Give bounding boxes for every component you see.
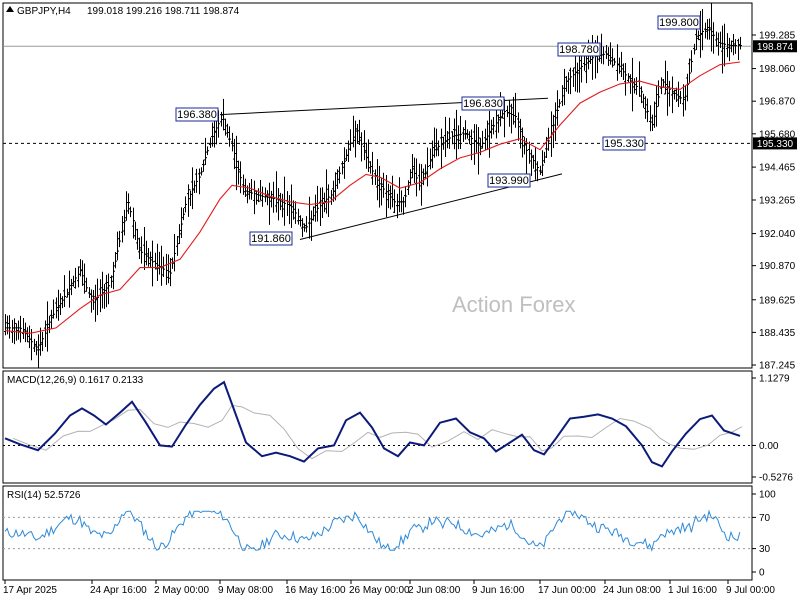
price-annotations: 196.380 196.830 191.860 193.990 198.780 199.8… <box>175 15 701 246</box>
time-tick-label: 2 May 00:00 <box>154 585 209 596</box>
rsi-axis: 100 70 30 0 <box>752 490 776 579</box>
time-tick-label: 24 Jun 08:00 <box>603 585 661 596</box>
current-price-tag-bg <box>753 40 797 53</box>
annotation-label: 191.860 <box>251 233 291 245</box>
level-tag-bg <box>753 137 797 150</box>
symbol-label: GBPJPY,H4 <box>17 6 71 17</box>
price-tick-label: 190.870 <box>759 261 796 272</box>
rsi-tick-label: 70 <box>759 513 771 524</box>
ohlc-label: 199.018 199.216 198.711 198.874 <box>87 6 240 17</box>
annotation-label: 195.330 <box>604 138 644 150</box>
macd-axis: 1.1279 0.00 -0.5276 <box>752 374 793 484</box>
macd-line <box>4 380 741 468</box>
price-tick-label: 196.870 <box>759 97 796 108</box>
ma-line <box>4 61 741 334</box>
current-price-tag: 198.874 <box>757 42 794 53</box>
annotation-label: 196.380 <box>177 109 217 121</box>
annotation-box <box>249 231 293 246</box>
price-tick-label: 199.285 <box>759 31 796 42</box>
price-tick-label: 193.265 <box>759 196 796 207</box>
price-tick-label: 195.680 <box>759 129 796 140</box>
level-tag: 195.330 <box>757 139 794 150</box>
annotation-box <box>175 107 219 122</box>
price-tick-label: 198.060 <box>759 64 796 75</box>
price-tick-label: 188.435 <box>759 328 796 339</box>
annotation-label: 196.830 <box>463 98 503 110</box>
moving-average <box>4 61 741 334</box>
triangle-icon <box>6 6 14 12</box>
macd-lines <box>3 380 752 468</box>
price-tick-label: 189.625 <box>759 295 796 306</box>
rsi-title: RSI(14) 52.5726 <box>7 490 81 501</box>
annotation-label: 198.780 <box>559 44 599 56</box>
macd-tick-label: 1.1279 <box>759 374 790 385</box>
time-tick-label: 9 May 08:00 <box>218 585 273 596</box>
time-tick-label: 16 May 16:00 <box>285 585 346 596</box>
rsi-lines <box>3 509 752 552</box>
price-tags: 198.874 195.330 <box>753 40 797 150</box>
annotation-box <box>487 173 531 188</box>
annotation-label: 193.990 <box>489 175 529 187</box>
time-tick-label: 2 Jun 08:00 <box>408 585 461 596</box>
rsi-panel-frame <box>2 485 753 581</box>
price-tick-label: 194.465 <box>759 163 796 174</box>
trendlines <box>219 97 563 240</box>
time-tick-label: 9 Jul 00:00 <box>726 585 775 596</box>
price-panel-frame <box>2 2 753 369</box>
header: GBPJPY,H4 199.018 199.216 198.711 198.87… <box>6 6 240 17</box>
watermark: Action Forex <box>452 292 576 317</box>
macd-signal-line <box>12 404 743 460</box>
time-tick-label: 17 Jun 00:00 <box>538 585 596 596</box>
price-tick-label: 192.040 <box>759 229 796 240</box>
macd-tick-label: -0.5276 <box>759 473 793 484</box>
time-tick-label: 9 Jun 16:00 <box>472 585 525 596</box>
annotation-box <box>557 42 601 57</box>
time-tick-label: 17 Apr 2025 <box>3 585 57 596</box>
annotation-box <box>657 15 701 30</box>
rsi-tick-label: 0 <box>759 568 765 579</box>
annotation-box <box>461 96 505 111</box>
macd-tick-label: 0.00 <box>759 441 779 452</box>
rsi-line <box>4 509 741 552</box>
macd-panel-frame <box>2 370 753 484</box>
time-axis: 17 Apr 2025 24 Apr 16:00 2 May 00:00 9 May … <box>3 580 775 596</box>
time-tick-label: 26 May 00:00 <box>349 585 410 596</box>
annotation-label: 199.800 <box>659 17 699 29</box>
time-tick-label: 24 Apr 16:00 <box>90 585 147 596</box>
annotation-box <box>602 136 646 151</box>
macd-title: MACD(12,26,9) 0.1617 0.2133 <box>7 375 144 386</box>
rsi-tick-label: 30 <box>759 544 771 555</box>
rsi-tick-label: 100 <box>759 490 776 501</box>
price-axis: 199.285 198.060 196.870 195.680 194.465 193.2… <box>752 31 796 372</box>
price-bars <box>4 2 742 368</box>
price-tick-label: 187.245 <box>759 361 796 372</box>
time-tick-label: 1 Jul 16:00 <box>668 585 717 596</box>
